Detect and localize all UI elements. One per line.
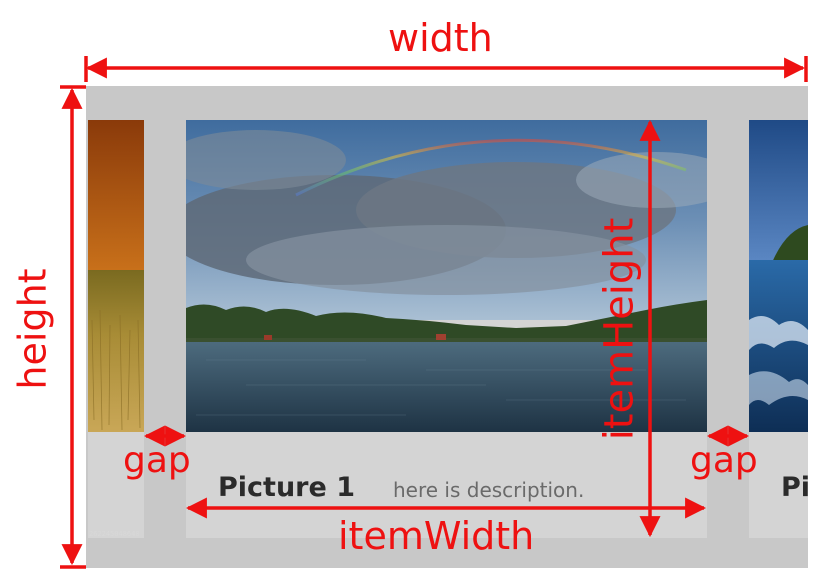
- gap-left-label: gap: [123, 440, 191, 481]
- item-height-label: itemHeight: [596, 217, 643, 441]
- carousel-item-current[interactable]: Picture 1 here is description.: [186, 120, 707, 538]
- lake-rainbow-photo: [186, 120, 707, 432]
- wheat-field-photo: [88, 120, 144, 432]
- item-description: here is description.: [393, 478, 585, 502]
- item-width-label: itemWidth: [338, 514, 535, 558]
- photo-watermark: 262245048640: [89, 530, 140, 538]
- ocean-rocks-photo: [749, 120, 808, 432]
- height-label: height: [10, 268, 55, 390]
- item-title-partial: Pi: [781, 472, 808, 503]
- width-label: width: [388, 16, 493, 60]
- carousel-item-next[interactable]: Pi: [749, 120, 808, 538]
- gap-right-label: gap: [690, 440, 758, 481]
- carousel-item-previous[interactable]: 262245048640: [88, 120, 144, 538]
- item-title: Picture 1: [218, 472, 355, 503]
